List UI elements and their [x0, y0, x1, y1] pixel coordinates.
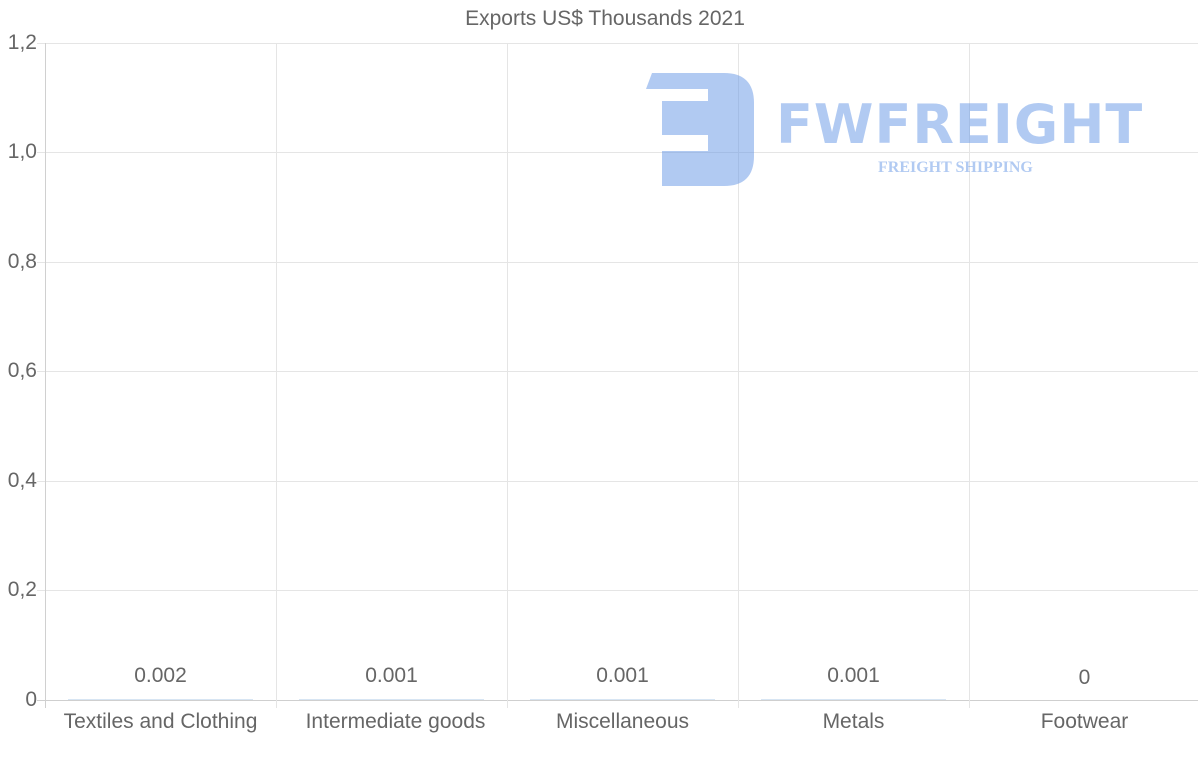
gridline-0-2 [37, 590, 1198, 591]
plot-area [37, 43, 1198, 708]
y-tick-label: 0,6 [7, 359, 37, 382]
category-divider [276, 43, 277, 708]
bar-textiles-and-clothing[interactable] [68, 699, 253, 700]
y-tick-label: 0,2 [7, 578, 37, 601]
y-tick-label: 1,2 [7, 31, 37, 54]
bar-metals[interactable] [761, 699, 946, 700]
chart-title: Exports US$ Thousands 2021 [465, 7, 745, 30]
value-label: 0.001 [827, 664, 880, 687]
bar-intermediate-goods[interactable] [299, 699, 484, 700]
gridline-0-4 [37, 481, 1198, 482]
value-label: 0.001 [365, 664, 418, 687]
y-tick-label: 0 [25, 688, 37, 711]
y-tick-label: 0,4 [7, 469, 37, 492]
x-category-label: Footwear [1040, 710, 1129, 733]
x-category-label: Metals [822, 710, 885, 733]
x-category-label: Textiles and Clothing [63, 710, 258, 733]
value-label: 0.001 [596, 664, 649, 687]
value-label: 0.002 [134, 664, 187, 687]
x-category-label: Intermediate goods [305, 710, 486, 733]
category-divider [969, 43, 970, 708]
value-label: 0 [1078, 666, 1091, 689]
y-tick-label: 1,0 [7, 140, 37, 163]
y-axis-line [45, 43, 46, 708]
gridline-1-2 [37, 43, 1198, 44]
x-axis-line [37, 700, 1198, 701]
gridline-0-6 [37, 371, 1198, 372]
category-divider [507, 43, 508, 708]
bar-miscellaneous[interactable] [530, 699, 715, 700]
category-divider [738, 43, 739, 708]
x-category-label: Miscellaneous [555, 710, 690, 733]
gridline-1-0 [37, 152, 1198, 153]
y-tick-label: 0,8 [7, 250, 37, 273]
gridline-0-8 [37, 262, 1198, 263]
